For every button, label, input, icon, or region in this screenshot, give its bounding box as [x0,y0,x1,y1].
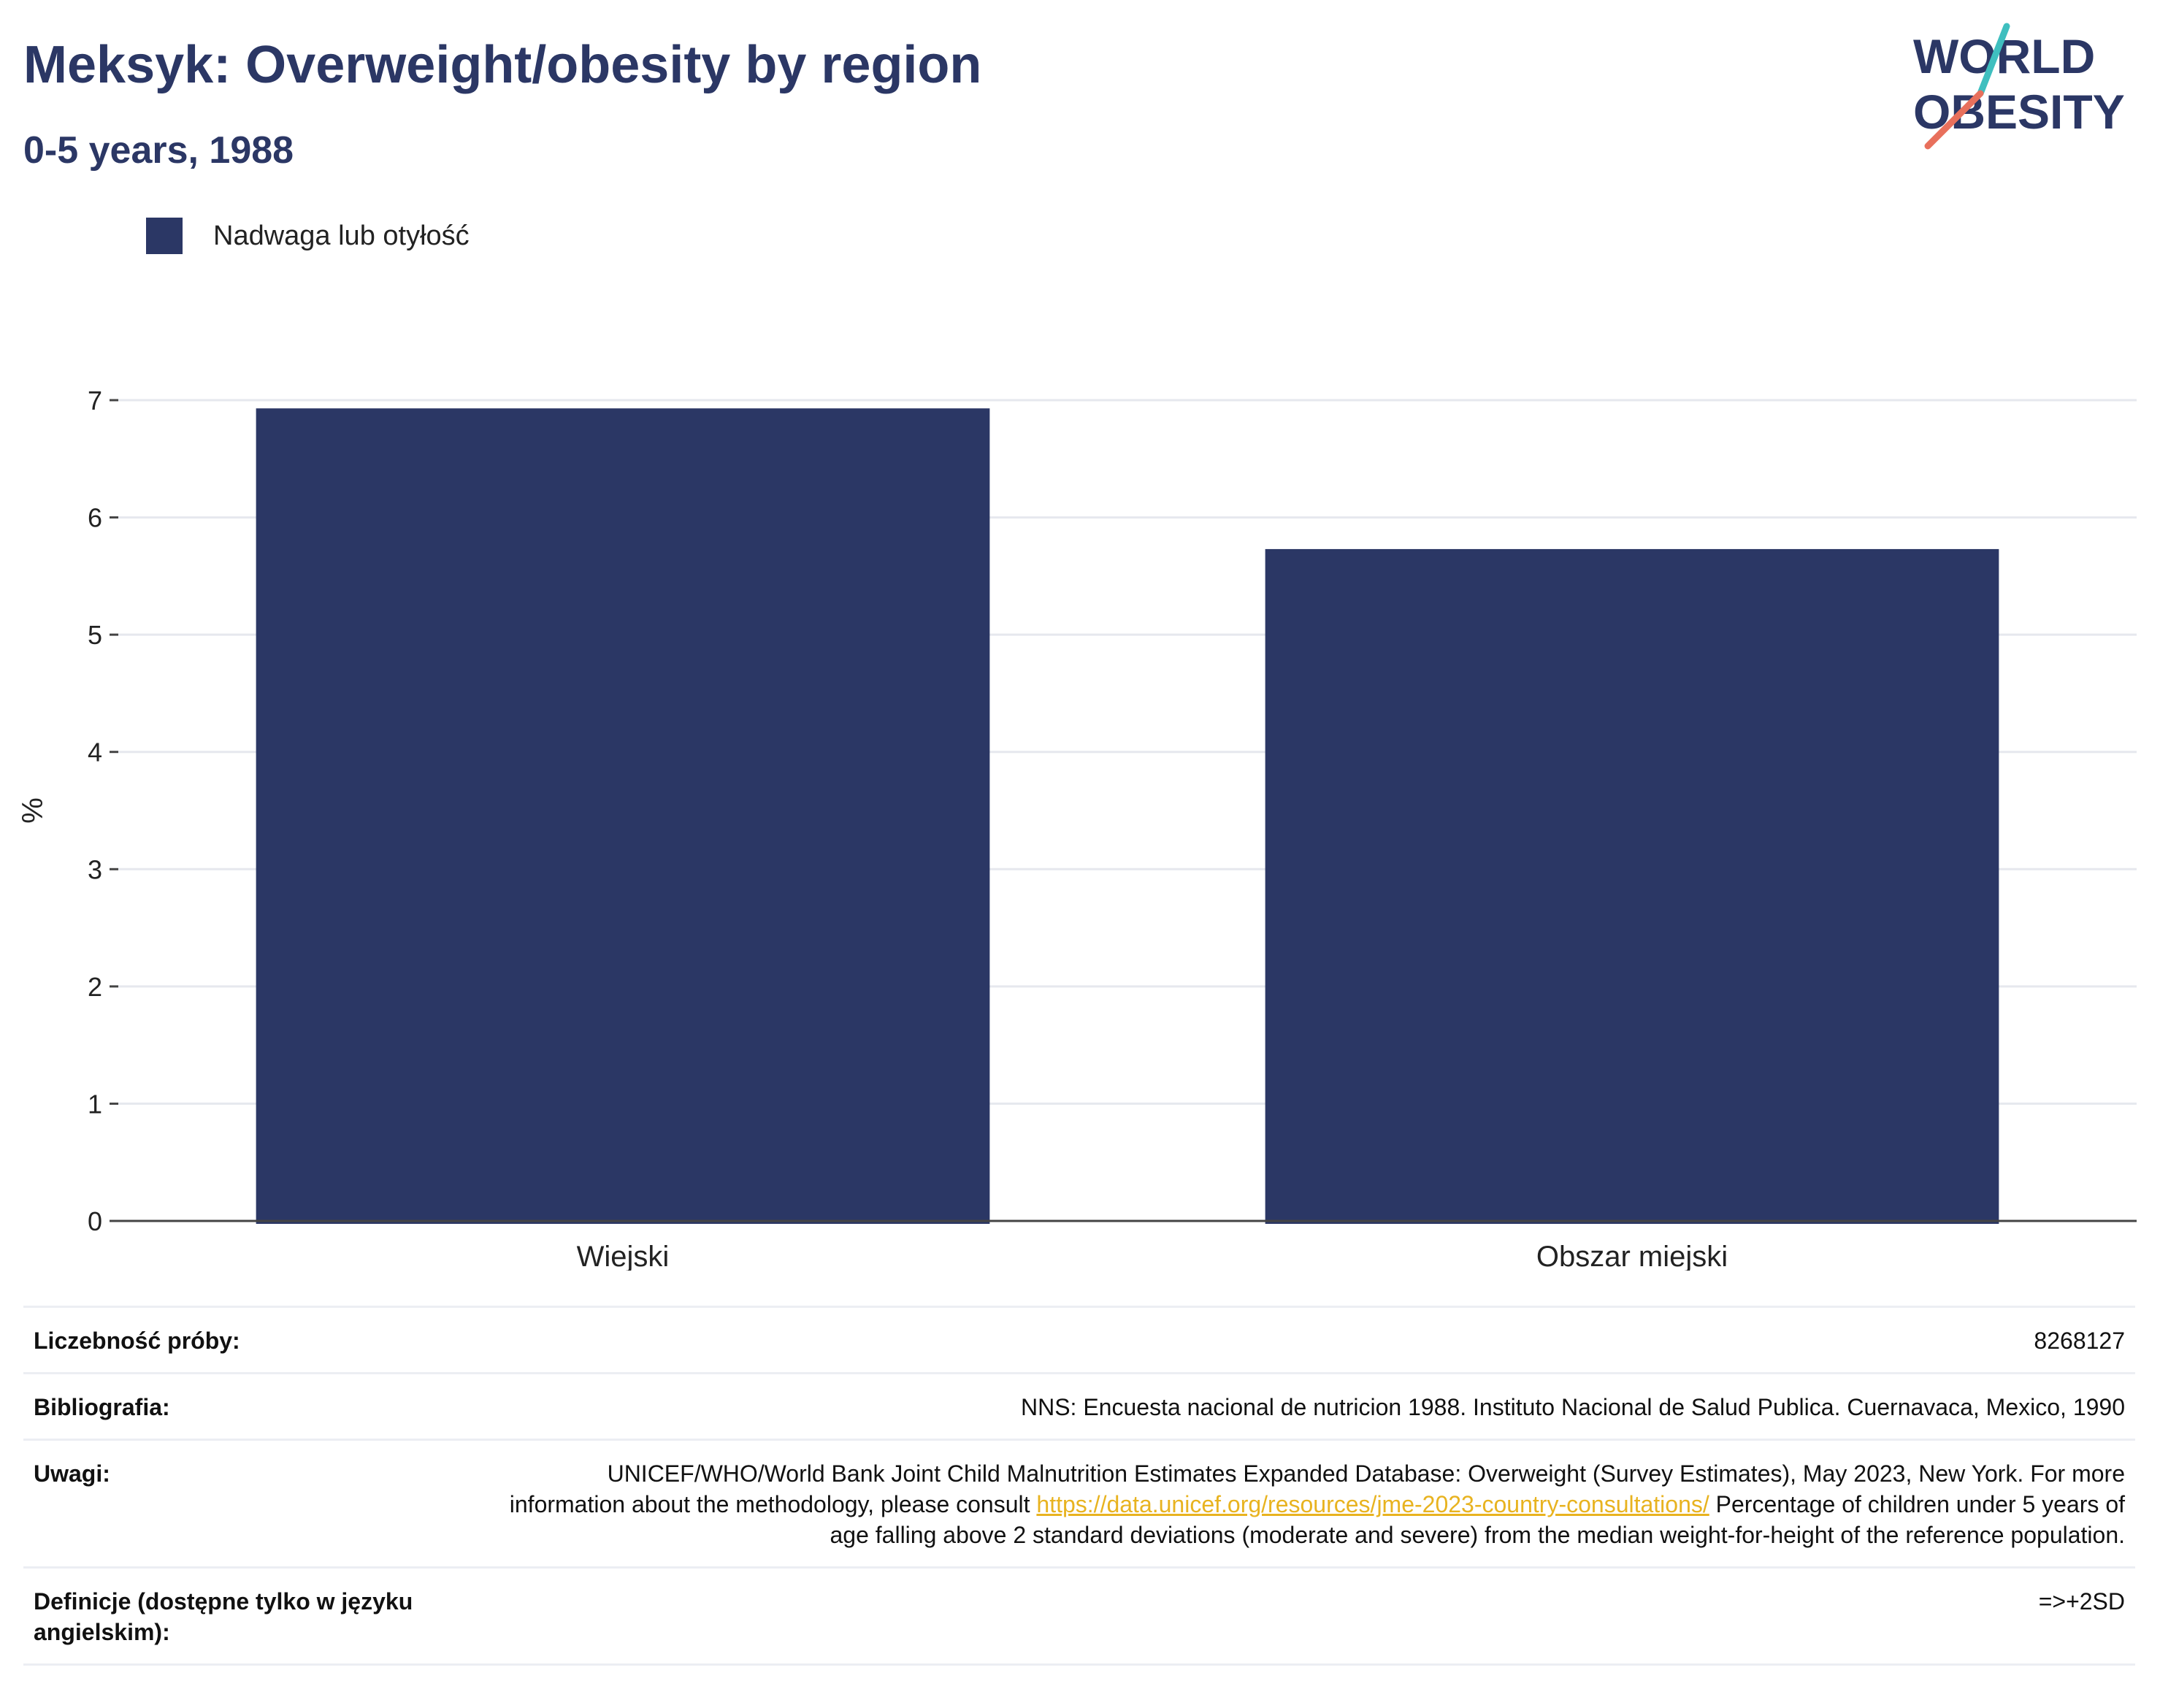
notes-text-after-link: Percentage of children under 5 years of … [830,1491,2125,1548]
notes-text-before-link: UNICEF/WHO/World Bank Joint Child Malnut… [509,1460,2125,1517]
bar [256,408,990,1224]
y-tick-label: 3 [88,854,102,884]
logo-slash-coral [1924,90,1984,150]
y-tick-label: 7 [88,386,102,415]
bar-chart: 0 1 2 3 4 5 6 7 Wiejski Obszar miejski % [17,386,2137,1271]
bibliography-value: NNS: Encuesta nacional de nutricion 1988… [482,1372,2135,1440]
definitions-label: Definicje (dostępne tylko w języku angie… [23,1566,482,1666]
definitions-value: =>+2SD [482,1566,2135,1666]
sample-size-value: 8268127 [482,1306,2135,1374]
legend-label: Nadwaga lub otyłość [213,220,470,251]
legend: Nadwaga lub otyłość [146,218,470,254]
y-tick-label: 4 [88,738,102,767]
y-tick-label: 1 [88,1089,102,1119]
chart-subtitle: 0-5 years, 1988 [23,129,294,172]
y-tick-label: 6 [88,503,102,533]
legend-swatch [146,218,183,254]
notes-label: Uwagi: [23,1439,482,1568]
x-tick-label: Obszar miejski [1536,1241,1728,1271]
y-tick-label: 5 [88,620,102,650]
y-tick-label: 0 [88,1206,102,1236]
y-tick-labels: 0 1 2 3 4 5 6 7 [88,386,118,1236]
chart-title: Meksyk: Overweight/obesity by region [23,36,982,94]
world-obesity-logo: WORLD OBESITY [1913,23,2125,150]
y-axis-title: % [17,797,49,824]
x-tick-labels: Wiejski Obszar miejski [577,1241,1728,1271]
bars [256,408,1999,1224]
logo-slash-teal [1977,23,2010,97]
info-row-sample-size: Liczebność próby: 8268127 [23,1306,2135,1374]
methodology-link[interactable]: https://data.unicef.org/resources/jme-20… [1036,1491,1709,1517]
info-table: Liczebność próby: 8268127 Bibliografia: … [23,1306,2135,1666]
x-tick-label: Wiejski [577,1241,670,1271]
bibliography-label: Bibliografia: [23,1372,482,1440]
notes-value: UNICEF/WHO/World Bank Joint Child Malnut… [482,1439,2135,1568]
bar [1265,548,1999,1224]
info-row-notes: Uwagi: UNICEF/WHO/World Bank Joint Child… [23,1439,2135,1568]
y-tick-label: 2 [88,972,102,1002]
info-row-bibliography: Bibliografia: NNS: Encuesta nacional de … [23,1372,2135,1440]
info-row-definitions: Definicje (dostępne tylko w języku angie… [23,1566,2135,1666]
sample-size-label: Liczebność próby: [23,1306,482,1374]
